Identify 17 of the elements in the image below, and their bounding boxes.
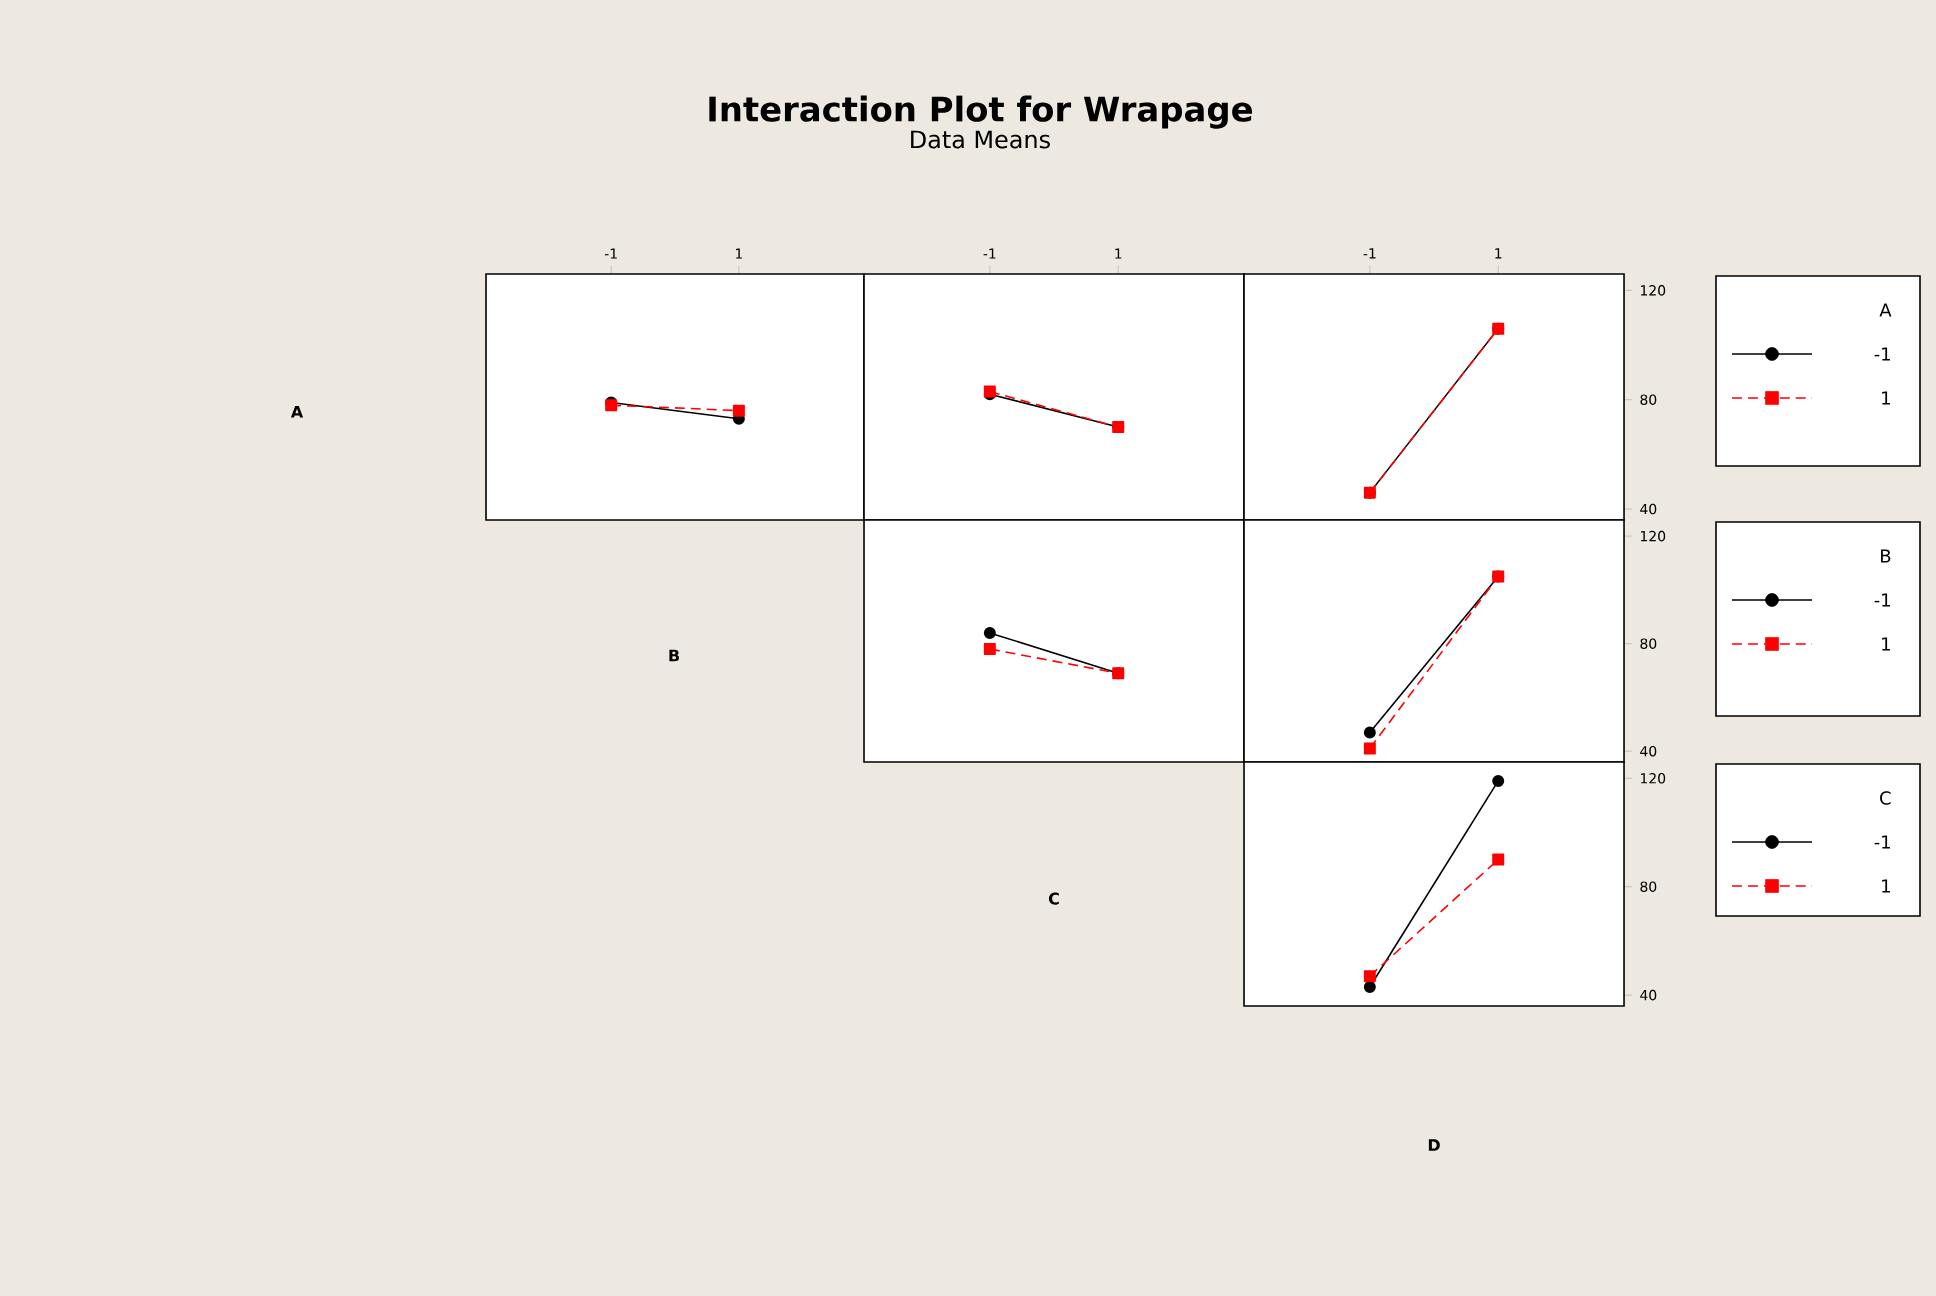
text: -1	[1874, 835, 1890, 849]
point	[1492, 774, 1505, 787]
legend-title: A	[1879, 303, 1892, 317]
point	[1363, 726, 1376, 739]
legend-title: C	[1880, 791, 1891, 805]
point	[1363, 742, 1376, 755]
chart-title: Interaction Plot for Wrapage	[709, 95, 1252, 129]
point	[1363, 970, 1376, 983]
legend-title: B	[1881, 549, 1891, 563]
text: -1	[1874, 593, 1890, 607]
point	[1492, 853, 1505, 866]
chart-subtitle: Data Means	[911, 130, 1050, 149]
text: 1	[1882, 391, 1890, 405]
text: 1	[1882, 879, 1890, 893]
text: 1	[1882, 637, 1890, 651]
point	[732, 404, 745, 417]
text: -1	[1874, 347, 1890, 361]
